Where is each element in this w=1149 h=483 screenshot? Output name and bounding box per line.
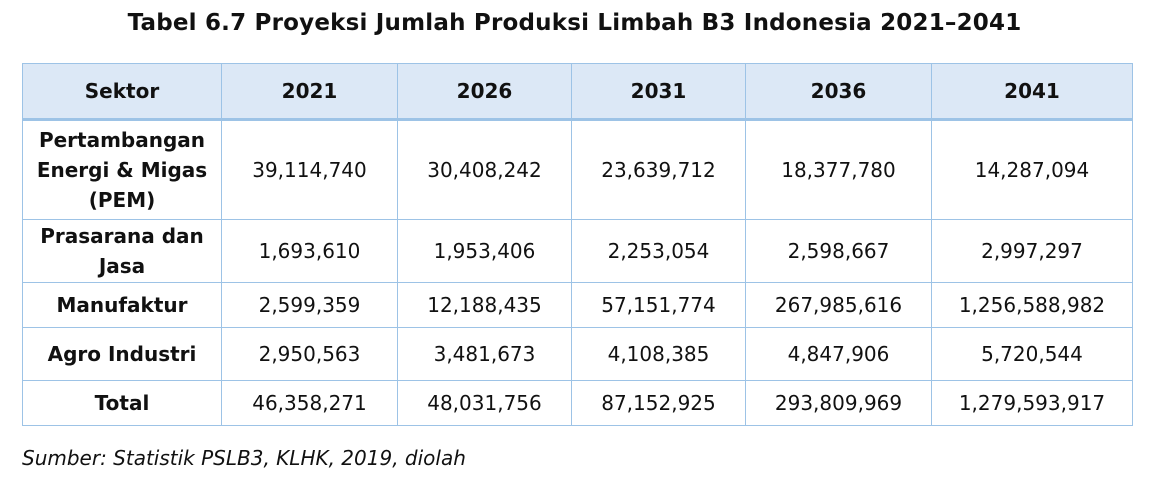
value-cell: 2,997,297 bbox=[931, 219, 1133, 283]
total-value-cell: 46,358,271 bbox=[221, 380, 398, 426]
value-cell: 2,599,359 bbox=[221, 282, 398, 328]
value-cell: 5,720,544 bbox=[931, 327, 1133, 381]
header-year-2041: 2041 bbox=[931, 63, 1133, 121]
sector-cell: Manufaktur bbox=[22, 282, 222, 328]
waste-projection-table: Sektor 2021 2026 2031 2036 2041 Pertamba… bbox=[22, 63, 1133, 426]
value-cell: 14,287,094 bbox=[931, 119, 1133, 220]
table-row: Agro Industri 2,950,563 3,481,673 4,108,… bbox=[22, 327, 1133, 381]
table-row: Manufaktur 2,599,359 12,188,435 57,151,7… bbox=[22, 282, 1133, 328]
value-cell: 3,481,673 bbox=[397, 327, 572, 381]
value-cell: 1,256,588,982 bbox=[931, 282, 1133, 328]
total-value-cell: 87,152,925 bbox=[571, 380, 746, 426]
total-value-cell: 48,031,756 bbox=[397, 380, 572, 426]
value-cell: 2,950,563 bbox=[221, 327, 398, 381]
sector-cell: Agro Industri bbox=[22, 327, 222, 381]
value-cell: 267,985,616 bbox=[745, 282, 932, 328]
table-row: Prasarana dan Jasa 1,693,610 1,953,406 2… bbox=[22, 219, 1133, 283]
sector-cell: Prasarana dan Jasa bbox=[22, 219, 222, 283]
value-cell: 1,953,406 bbox=[397, 219, 572, 283]
header-year-2036: 2036 bbox=[745, 63, 932, 121]
table-header-row: Sektor 2021 2026 2031 2036 2041 bbox=[22, 63, 1133, 121]
value-cell: 57,151,774 bbox=[571, 282, 746, 328]
total-value-cell: 1,279,593,917 bbox=[931, 380, 1133, 426]
header-sektor: Sektor bbox=[22, 63, 222, 121]
sector-label-line: (PEM) bbox=[88, 188, 156, 212]
sector-label-line: Jasa bbox=[98, 254, 146, 278]
sector-label-line: Energi & Migas bbox=[36, 158, 208, 182]
sector-label-line: Pertambangan bbox=[38, 128, 206, 152]
sector-cell: Pertambangan Energi & Migas (PEM) bbox=[22, 119, 222, 220]
header-year-2021: 2021 bbox=[221, 63, 398, 121]
value-cell: 2,253,054 bbox=[571, 219, 746, 283]
value-cell: 30,408,242 bbox=[397, 119, 572, 220]
header-year-2031: 2031 bbox=[571, 63, 746, 121]
value-cell: 23,639,712 bbox=[571, 119, 746, 220]
sector-label-line: Agro Industri bbox=[47, 342, 197, 366]
value-cell: 18,377,780 bbox=[745, 119, 932, 220]
value-cell: 2,598,667 bbox=[745, 219, 932, 283]
source-note: Sumber: Statistik PSLB3, KLHK, 2019, dio… bbox=[22, 446, 466, 470]
sector-label-line: Prasarana dan bbox=[40, 224, 204, 248]
header-year-2026: 2026 bbox=[397, 63, 572, 121]
total-value-cell: 293,809,969 bbox=[745, 380, 932, 426]
sector-cell: Total bbox=[22, 380, 222, 426]
sector-label-line: Total bbox=[94, 391, 150, 415]
value-cell: 4,108,385 bbox=[571, 327, 746, 381]
value-cell: 4,847,906 bbox=[745, 327, 932, 381]
value-cell: 1,693,610 bbox=[221, 219, 398, 283]
table-row-total: Total 46,358,271 48,031,756 87,152,925 2… bbox=[22, 380, 1133, 426]
table-title: Tabel 6.7 Proyeksi Jumlah Produksi Limba… bbox=[127, 10, 1022, 36]
sector-label-line: Manufaktur bbox=[56, 293, 188, 317]
table-row: Pertambangan Energi & Migas (PEM) 39,114… bbox=[22, 119, 1133, 220]
value-cell: 12,188,435 bbox=[397, 282, 572, 328]
value-cell: 39,114,740 bbox=[221, 119, 398, 220]
